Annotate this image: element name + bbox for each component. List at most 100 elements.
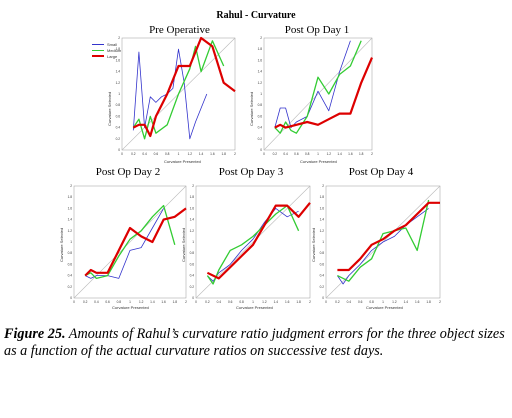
- chart-pre-operative: Pre Operative 0 0.2 0.4 0.6 0.8 1 1.2 1.4 1.6 1.8…: [107, 24, 247, 170]
- y-tick-label: 0.6: [320, 262, 325, 266]
- x-tick-label: 1.2: [392, 300, 397, 304]
- x-tick-label: 1: [382, 300, 384, 304]
- y-tick-label: 0.8: [68, 251, 73, 255]
- chart-post-op-day-3: Post Op Day 3 0 0.2 0.4 0.6 0.8 1 1.2 1.4 1.6 1.8…: [181, 166, 316, 312]
- x-tick-label: 1.4: [337, 152, 342, 156]
- x-tick-label: 2: [439, 300, 441, 304]
- x-axis-label: Curvature Presented: [112, 305, 149, 310]
- chart-title: Post Op Day 1: [284, 24, 350, 36]
- x-tick-label: 0.8: [239, 300, 244, 304]
- y-axis-label: Curvature Selected: [249, 91, 254, 126]
- y-tick-label: 2: [260, 36, 262, 40]
- y-tick-label: 1.8: [116, 47, 121, 51]
- plot-area: 0 0.2 0.4 0.6 0.8 1 1.2 1.4 1.6 1.8 2 0 0.2 0.4 0.6 0.8…: [320, 184, 442, 304]
- plot-frame: [121, 37, 236, 151]
- x-tick-label: 1.6: [415, 300, 420, 304]
- x-tick-label: 0: [121, 152, 123, 156]
- x-tick-label: 1.4: [150, 300, 155, 304]
- x-axis-label: Curvature Presented: [236, 305, 273, 310]
- series-line-large: [206, 202, 311, 280]
- y-tick-label: 1.4: [258, 70, 263, 74]
- series-line-small: [85, 208, 164, 279]
- y-tick-label: 0.4: [190, 274, 195, 278]
- x-tick-label: 0: [195, 300, 197, 304]
- x-tick-label: 0.8: [165, 152, 170, 156]
- y-tick-label: 0: [322, 296, 324, 300]
- plot-frame: [263, 37, 373, 151]
- legend: Small Medium Large: [92, 41, 121, 59]
- x-tick-label: 2: [234, 152, 236, 156]
- x-tick-label: 0.2: [335, 300, 340, 304]
- y-tick-label: 0.2: [320, 285, 325, 289]
- y-tick-label: 1.2: [258, 81, 263, 85]
- x-tick-label: 1.2: [262, 300, 267, 304]
- y-tick-label: 2: [322, 184, 324, 188]
- x-tick-label: 0.4: [94, 300, 99, 304]
- series-line-large: [337, 201, 440, 272]
- y-tick-label: 1: [322, 240, 324, 244]
- plot-frame: [195, 185, 311, 299]
- y-tick-label: 0.2: [68, 285, 73, 289]
- plot-frame: [73, 185, 187, 299]
- y-tick-label: 0.6: [68, 262, 73, 266]
- series-line-large: [132, 36, 236, 138]
- x-tick-label: 0.6: [105, 300, 110, 304]
- y-tick-label: 1.4: [190, 218, 195, 222]
- x-tick-label: 1.6: [161, 300, 166, 304]
- x-tick-label: 1: [129, 300, 131, 304]
- y-tick-label: 1.2: [190, 229, 195, 233]
- y-tick-label: 1.8: [320, 195, 325, 199]
- caption-text: Amounts of Rahul’s curvature ratio judgm…: [4, 326, 505, 359]
- x-tick-label: 0.6: [228, 300, 233, 304]
- legend-label-small: Small: [107, 41, 118, 47]
- x-tick-label: 0.4: [347, 300, 352, 304]
- chart-post-op-day-2: Post Op Day 2 0 0.2 0.4 0.6 0.8 1 1.2 1.4 1.6 1.8…: [59, 166, 192, 312]
- chart-title: Pre Operative: [149, 24, 210, 36]
- x-tick-label: 1.6: [348, 152, 353, 156]
- y-tick-label: 0: [260, 148, 262, 152]
- y-tick-label: 0.2: [258, 137, 263, 141]
- y-tick-label: 2: [118, 36, 120, 40]
- x-tick-label: 1.4: [404, 300, 409, 304]
- x-tick-label: 2: [185, 300, 187, 304]
- y-tick-label: 1.2: [116, 81, 121, 85]
- y-tick-label: 1.2: [320, 229, 325, 233]
- y-tick-label: 2: [70, 184, 72, 188]
- y-tick-label: 0.4: [320, 274, 325, 278]
- x-tick-label: 1.6: [285, 300, 290, 304]
- legend-swatch-small: [92, 43, 104, 45]
- chart-title: Post Op Day 3: [218, 166, 284, 178]
- series-line-large: [274, 57, 374, 129]
- y-tick-label: 1.4: [320, 218, 325, 222]
- chart-post-op-day-1: Post Op Day 1 0 0.2 0.4 0.6 0.8 1 1.2 1.4 1.6 1.8…: [249, 24, 380, 170]
- x-tick-label: 1: [252, 300, 254, 304]
- y-tick-label: 1.6: [320, 206, 325, 210]
- x-tick-label: 1.2: [327, 152, 332, 156]
- x-tick-label: 0: [73, 300, 75, 304]
- y-tick-label: 0.2: [190, 285, 195, 289]
- y-tick-label: 1.6: [258, 58, 263, 62]
- y-tick-label: 1.6: [68, 206, 73, 210]
- x-tick-label: 0.8: [305, 152, 310, 156]
- legend-label-medium: Medium: [107, 47, 122, 53]
- x-tick-label: 0.4: [217, 300, 222, 304]
- y-tick-label: 1.2: [68, 229, 73, 233]
- x-tick-label: 0.2: [273, 152, 278, 156]
- y-tick-label: 0.6: [116, 114, 121, 118]
- x-tick-label: 1.8: [296, 300, 301, 304]
- x-tick-label: 0.6: [358, 300, 363, 304]
- x-tick-label: 0.2: [205, 300, 210, 304]
- y-tick-label: 0.2: [116, 137, 121, 141]
- plot-area: 0 0.2 0.4 0.6 0.8 1 1.2 1.4 1.6 1.8 2 0 0.2 0.4 0.6 0.8…: [116, 36, 237, 156]
- series-line-medium: [337, 199, 430, 282]
- x-tick-label: 1.2: [188, 152, 193, 156]
- legend-item-medium: Medium: [92, 47, 121, 53]
- x-axis-label: Curvature Presented: [300, 159, 337, 164]
- plot-frame: [325, 185, 441, 299]
- plot-area: 0 0.2 0.4 0.6 0.8 1 1.2 1.4 1.6 1.8 2 0 0.2 0.4 0.6 0.8…: [190, 184, 312, 304]
- y-tick-label: 0.6: [190, 262, 195, 266]
- x-tick-label: 1.8: [426, 300, 431, 304]
- x-tick-label: 0.2: [83, 300, 88, 304]
- y-tick-label: 1: [260, 92, 262, 96]
- y-tick-label: 1.6: [116, 58, 121, 62]
